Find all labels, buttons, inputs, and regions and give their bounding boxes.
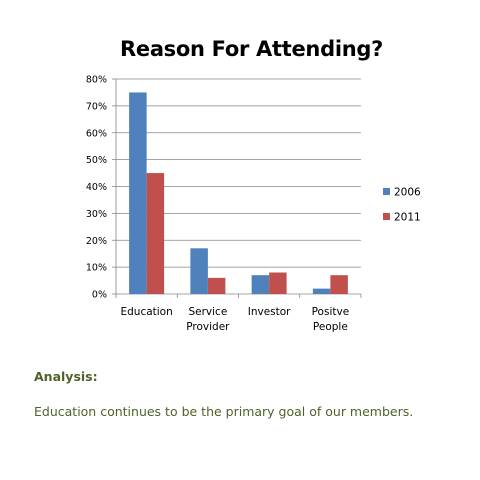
x-tick-label: Service [188, 306, 227, 318]
x-tick-label: People [313, 321, 348, 333]
x-axis: Education Service Provider Investor Positve P… [115, 293, 362, 333]
legend-swatch [383, 213, 390, 220]
bar-2006 [190, 248, 208, 294]
bar-2011 [146, 173, 165, 294]
x-tick-label: Positve [312, 306, 350, 318]
y-tick-label: 70% [86, 101, 107, 112]
chart-title: Reason For Attending? [120, 37, 383, 61]
legend-label: 2006 [394, 187, 421, 199]
y-tick-label: 0% [92, 290, 107, 301]
legend: 2006 2011 [383, 187, 421, 224]
analysis-label: Analysis: [34, 369, 98, 384]
y-tick-label: 80% [86, 75, 107, 86]
bar-2006 [312, 288, 331, 294]
y-tick-label: 30% [86, 209, 107, 220]
y-tick-label: 20% [86, 236, 107, 247]
bar-2011 [330, 275, 348, 294]
x-tick-label: Investor [248, 306, 291, 318]
bars [129, 92, 348, 294]
y-tick-label: 10% [86, 263, 107, 274]
y-tick-label: 60% [86, 128, 107, 139]
bar-2011 [269, 272, 287, 294]
bar-2011 [207, 277, 226, 294]
x-tick-label: Provider [186, 321, 230, 333]
x-tick-label: Education [120, 306, 172, 318]
legend-swatch [383, 188, 390, 195]
y-axis: 0% 10% 20% 30% 40% 50% 60% 70% 80% [86, 75, 117, 301]
bar-2006 [129, 92, 147, 294]
legend-label: 2011 [394, 212, 421, 224]
y-tick-label: 40% [86, 182, 107, 193]
analysis-text: Education continues to be the primary go… [34, 404, 414, 419]
bar-2006 [251, 275, 270, 294]
y-tick-label: 50% [86, 155, 107, 166]
